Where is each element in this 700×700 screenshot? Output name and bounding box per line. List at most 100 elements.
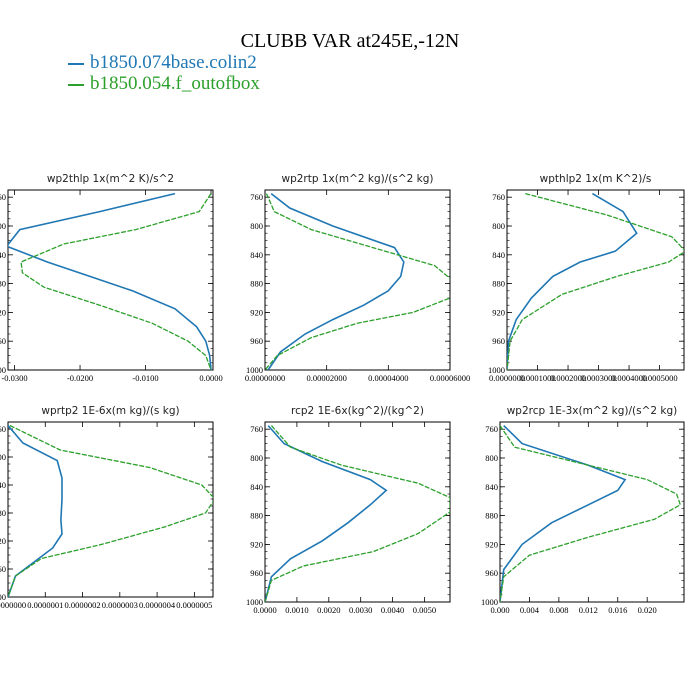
y-tick-label: 1000 [0,592,6,602]
y-tick-label: 960 [0,336,6,346]
plot-frame [499,421,685,603]
x-tick-label: 0.0000004 [139,600,176,610]
x-tick-label: 0.0000 [253,605,276,615]
series-line-2 [20,193,212,370]
x-tick-label: 0.000 [490,605,509,615]
series-line-1 [500,425,627,602]
y-tick-label: 800 [0,452,6,462]
legend-entry-2: b1850.054.f_outofbox [68,73,260,95]
plot-frame [264,421,451,603]
series-line-2 [265,193,450,370]
x-tick-label: 0.0000005 [176,600,212,610]
y-tick-label: 840 [492,250,505,260]
y-tick-label: 880 [492,279,505,289]
x-tick-label: 0.0005000 [642,373,678,383]
y-tick-label: 800 [0,221,6,231]
panel-title: wpthlp2 1x(m K^2)/s [540,173,652,185]
x-tick-label: 0.0000002 [64,600,100,610]
y-tick-label: 880 [0,508,6,518]
panel-title: wp2rtp 1x(m^2 kg)/(s^2 kg) [281,173,433,185]
x-tick-label: 0.016 [608,605,627,615]
y-tick-label: 1000 [246,597,263,607]
y-tick-label: 960 [0,564,6,574]
series-line-2 [8,424,213,597]
x-tick-label: -0.0300 [1,373,27,383]
x-tick-label: 0.0020 [317,605,340,615]
y-tick-label: 1000 [488,365,505,375]
x-tick-label: 0.00004000 [368,373,408,383]
series-line-2 [500,425,682,602]
x-tick-label: 0.0000 [199,373,222,383]
plot-frame [7,421,214,598]
plot-frame [506,189,685,371]
y-tick-label: 880 [250,511,263,521]
series-line-1 [8,424,63,597]
y-tick-label: 880 [485,511,498,521]
legend-label-1: b1850.074base.colin2 [90,52,257,73]
y-tick-label: 800 [250,453,263,463]
panel-title: wp2thlp 1x(m^2 K)/s^2 [47,173,174,185]
x-tick-label: 0.0050 [413,605,436,615]
panel-3: wpthlp2 1x(m K^2)/s 760 800 840 880 920 960 100… [488,173,685,383]
series-line-1 [267,192,405,370]
legend-label-2: b1850.054.f_outofbox [90,73,260,94]
y-tick-label: 760 [485,424,498,434]
y-tick-label: 960 [250,336,263,346]
x-tick-label: 0.020 [638,605,657,615]
y-tick-label: 880 [0,279,6,289]
x-tick-label: 0.0000000 [0,600,26,610]
main-title: CLUBB VAR at245E,-12N [240,30,460,52]
legend-swatch-1 [68,62,84,65]
y-tick-label: 880 [250,279,263,289]
x-tick-label: -0.0200 [67,373,93,383]
x-tick-label: 0.008 [549,605,568,615]
y-tick-label: 960 [492,336,505,346]
y-tick-label: 800 [492,221,505,231]
y-tick-label: 840 [250,250,263,260]
panel-4: wprtp2 1E-6x(m kg)/(s kg) 760 800 840 880 920… [0,405,214,610]
x-tick-label: 0.0004000 [611,373,647,383]
y-tick-label: 920 [250,539,263,549]
x-tick-label: 0.0030 [349,605,372,615]
y-tick-label: 840 [0,480,6,490]
y-tick-label: 840 [0,250,6,260]
y-tick-label: 920 [250,307,263,317]
y-tick-label: 840 [485,482,498,492]
plot-frame [264,189,451,371]
series-line-1 [265,425,388,602]
panel-5: rcp2 1E-6x(kg^2)/(kg^2) 760 800 840 880 920 96… [246,405,451,615]
y-tick-label: 760 [492,192,505,202]
x-tick-label: 0.0000003 [102,600,138,610]
y-tick-label: 1000 [481,597,498,607]
panel-title: wprtp2 1E-6x(m kg)/(s kg) [41,405,179,417]
panel-6: wp2rcp 1E-3x(m^2 kg)/(s^2 kg) 760 800 840 88… [481,405,685,615]
x-tick-label: 0.0040 [381,605,404,615]
y-tick-label: 760 [250,192,263,202]
y-tick-label: 920 [0,536,6,546]
x-tick-label: 0.0003000 [580,373,616,383]
y-tick-label: 1000 [246,365,263,375]
x-tick-label: 0.0000001 [27,600,63,610]
y-tick-label: 800 [485,453,498,463]
legend-entry-1: b1850.074base.colin2 [68,52,257,74]
panel-title: wp2rcp 1E-3x(m^2 kg)/(s^2 kg) [507,405,678,417]
y-tick-label: 760 [250,424,263,434]
panel-2: wp2rtp 1x(m^2 kg)/(s^2 kg) 760 800 840 880 92… [245,173,470,383]
series-line-1 [8,192,212,370]
panel-1: wp2thlp 1x(m^2 K)/s^2 760 800 840 880 920 960 1… [0,173,223,383]
panel-title: rcp2 1E-6x(kg^2)/(kg^2) [291,405,424,417]
y-tick-label: 800 [250,221,263,231]
y-tick-label: 920 [485,539,498,549]
x-tick-label: 0.00006000 [430,373,470,383]
plot-frame [7,189,214,371]
x-tick-label: 0.0000000 [489,373,525,383]
y-tick-label: 960 [485,568,498,578]
y-tick-label: 760 [0,192,6,202]
x-tick-label: 0.00002000 [306,373,346,383]
x-tick-label: 0.0010 [285,605,308,615]
series-line-2 [265,425,450,602]
x-tick-label: 0.0002000 [550,373,586,383]
y-tick-label: 960 [250,568,263,578]
x-tick-label: 0.00000000 [245,373,285,383]
